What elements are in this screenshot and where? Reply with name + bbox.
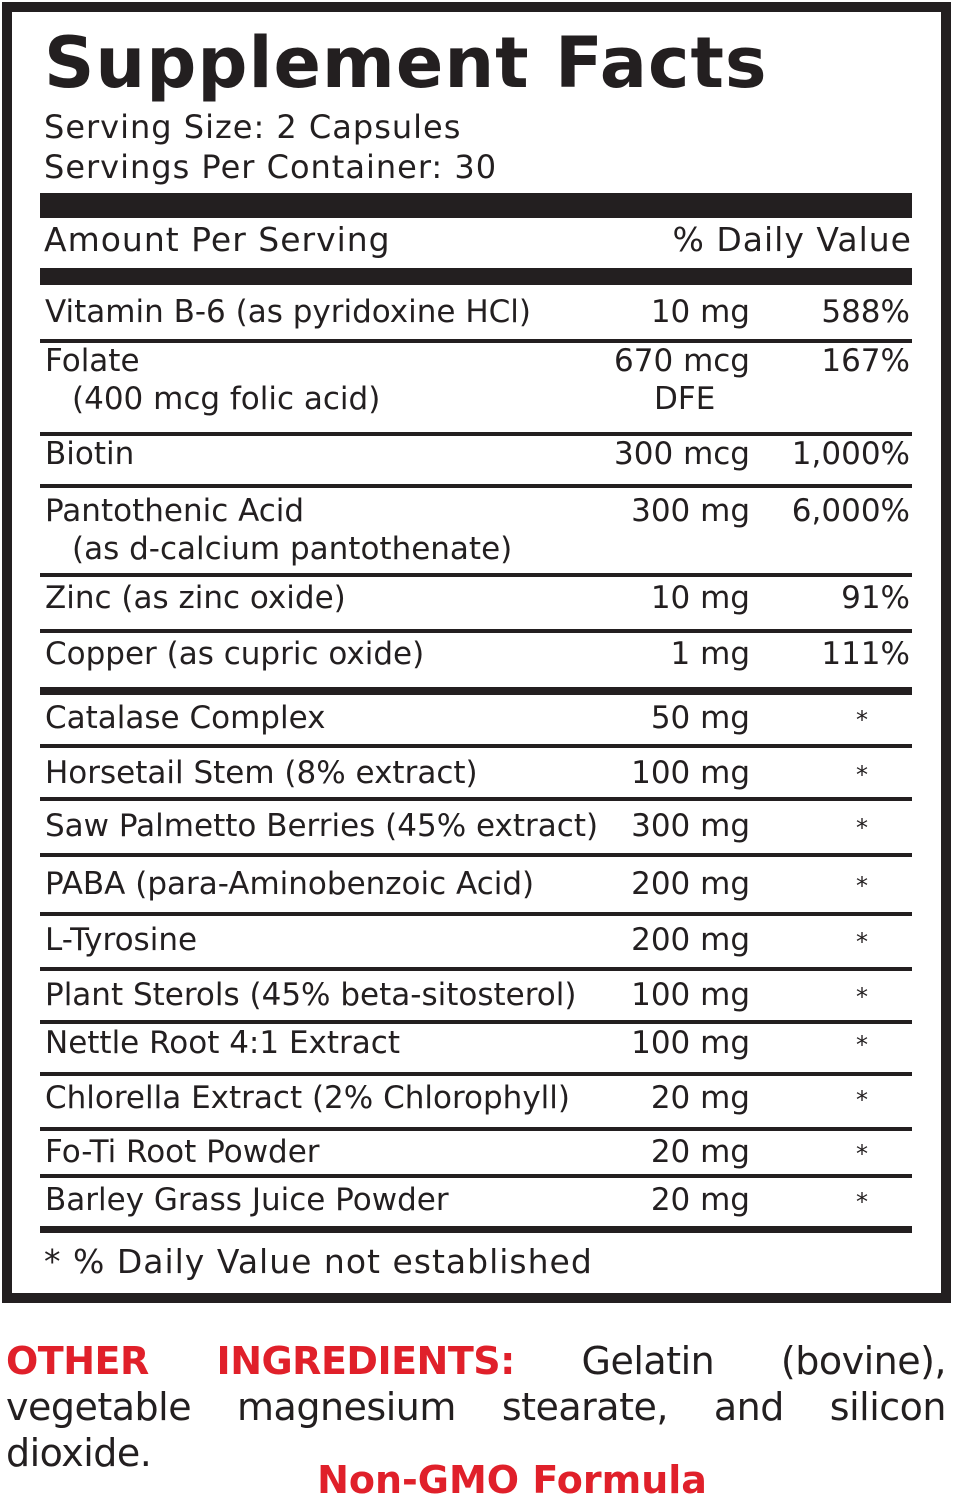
- serving-size: Serving Size: 2 Capsules: [44, 108, 462, 146]
- nutrient-daily-value: 6,000%: [791, 493, 910, 529]
- nutrient-daily-value: 1,000%: [791, 436, 910, 472]
- nutrient-name: Barley Grass Juice Powder: [45, 1182, 449, 1218]
- panel-title: Supplement Facts: [44, 22, 768, 104]
- nutrient-amount-unit: DFE: [654, 381, 716, 417]
- row-divider: [40, 1127, 912, 1131]
- row-divider: [40, 967, 912, 971]
- other-ingredients: OTHER INGREDIENTS: Gelatin (bovine), veg…: [6, 1338, 947, 1476]
- nutrient-detail: (400 mcg folic acid): [72, 381, 381, 417]
- nutrient-name: Catalase Complex: [45, 700, 326, 736]
- nutrient-amount: 20 mg: [650, 1080, 750, 1116]
- nutrient-amount: 100 mg: [631, 977, 750, 1013]
- row-divider: [40, 1174, 912, 1178]
- nutrient-daily-value: 588%: [821, 294, 910, 330]
- daily-value-not-established: *: [856, 814, 868, 842]
- nutrient-amount: 670 mcg: [614, 343, 750, 379]
- nutrient-amount: 10 mg: [650, 294, 750, 330]
- nutrient-name: Copper (as cupric oxide): [45, 636, 425, 672]
- nutrient-amount: 10 mg: [650, 580, 750, 616]
- daily-value-not-established: *: [856, 872, 868, 900]
- daily-value-not-established: *: [856, 983, 868, 1011]
- nutrient-amount: 100 mg: [631, 1025, 750, 1061]
- nutrient-name: Biotin: [45, 436, 135, 472]
- supplement-facts-panel: [2, 2, 951, 1303]
- nutrient-amount: 20 mg: [650, 1182, 750, 1218]
- nutrient-daily-value: 111%: [821, 636, 910, 672]
- daily-value-header: % Daily Value: [672, 220, 912, 259]
- nutrient-amount: 300 mcg: [614, 436, 750, 472]
- daily-value-not-established: *: [856, 761, 868, 789]
- nutrient-daily-value: 167%: [821, 343, 910, 379]
- nutrient-name: Pantothenic Acid: [45, 493, 305, 529]
- row-divider: [40, 573, 912, 577]
- nutrient-detail: (as d-calcium pantothenate): [72, 531, 513, 567]
- nutrient-name: Saw Palmetto Berries (45% extract): [45, 808, 599, 844]
- footnote: * % Daily Value not established: [44, 1242, 593, 1281]
- nutrient-name: Fo-Ti Root Powder: [45, 1134, 320, 1170]
- nutrient-amount: 200 mg: [631, 922, 750, 958]
- daily-value-not-established: *: [856, 1031, 868, 1059]
- nutrient-amount: 1 mg: [670, 636, 750, 672]
- nutrient-daily-value: 91%: [841, 580, 910, 616]
- nutrient-amount: 100 mg: [631, 755, 750, 791]
- nutrient-amount: 20 mg: [650, 1134, 750, 1170]
- nutrient-amount: 300 mg: [631, 808, 750, 844]
- nutrient-name: Nettle Root 4:1 Extract: [45, 1025, 400, 1061]
- other-ingredients-text: Gelatin (bovine), vegetable magnesium st…: [6, 1339, 947, 1475]
- divider: [40, 1226, 912, 1233]
- row-divider: [40, 1072, 912, 1076]
- row-divider: [40, 853, 912, 857]
- nutrient-name: Plant Sterols (45% beta-sitosterol): [45, 977, 577, 1013]
- daily-value-not-established: *: [856, 1086, 868, 1114]
- nutrient-name: L-Tyrosine: [45, 922, 198, 958]
- nutrient-amount: 200 mg: [631, 866, 750, 902]
- row-divider: [40, 629, 912, 633]
- daily-value-not-established: *: [856, 928, 868, 956]
- nutrient-name: Folate: [45, 343, 140, 379]
- nutrient-name: Horsetail Stem (8% extract): [45, 755, 478, 791]
- row-divider: [40, 432, 912, 436]
- other-ingredients-label: OTHER INGREDIENTS:: [6, 1339, 515, 1383]
- row-divider: [40, 1020, 912, 1024]
- nutrient-amount: 300 mg: [631, 493, 750, 529]
- row-divider: [40, 912, 912, 916]
- thick-divider: [40, 193, 912, 218]
- row-divider: [40, 797, 912, 801]
- row-divider: [40, 484, 912, 488]
- daily-value-not-established: *: [856, 1140, 868, 1168]
- nutrient-amount: 50 mg: [650, 700, 750, 736]
- daily-value-not-established: *: [856, 706, 868, 734]
- row-divider: [40, 339, 912, 343]
- nutrient-name: Chlorella Extract (2% Chlorophyll): [45, 1080, 570, 1116]
- non-gmo-badge: Non-GMO Formula: [317, 1458, 707, 1502]
- nutrient-name: Zinc (as zinc oxide): [45, 580, 346, 616]
- nutrient-name: PABA (para-Aminobenzoic Acid): [45, 866, 535, 902]
- servings-per-container: Servings Per Container: 30: [44, 148, 498, 186]
- thick-divider: [40, 268, 912, 285]
- daily-value-not-established: *: [856, 1188, 868, 1216]
- amount-per-serving-header: Amount Per Serving: [44, 220, 391, 259]
- row-divider: [40, 744, 912, 748]
- nutrient-name: Vitamin B-6 (as pyridoxine HCl): [45, 294, 531, 330]
- row-divider: [40, 687, 912, 695]
